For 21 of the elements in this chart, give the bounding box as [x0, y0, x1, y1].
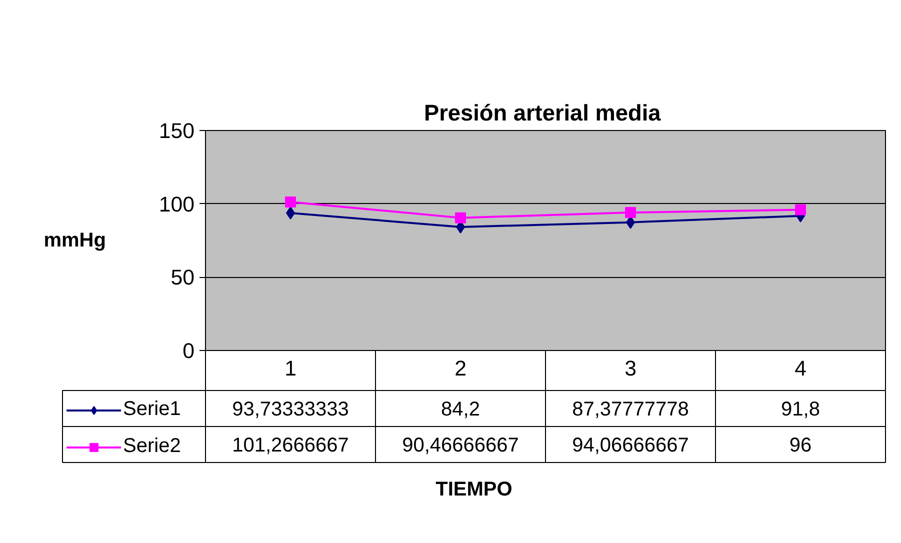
data-label: 101,2666667: [232, 434, 349, 456]
y-tick-label: 100: [158, 192, 195, 216]
y-tick-label: 0: [182, 339, 195, 363]
data-label: 84,2: [441, 398, 480, 420]
chart-title: Presión arterial media: [424, 100, 662, 126]
data-label: 87,37777778: [572, 398, 689, 420]
data-label: 96: [789, 434, 812, 456]
legend-label: Serie1: [123, 398, 181, 421]
x-tick-label: 3: [624, 356, 636, 380]
y-tick-label: 150: [158, 119, 195, 143]
x-tick-label: 1: [284, 356, 296, 380]
x-tick-label: 2: [454, 356, 466, 380]
y-axis-title: mmHg: [44, 230, 106, 252]
data-label: 91,8: [781, 398, 820, 420]
x-axis-title: TIEMPO: [436, 478, 512, 500]
y-tick-label: 50: [170, 266, 195, 290]
data-label: 90,46666667: [402, 434, 519, 456]
legend-label: Serie2: [123, 435, 181, 458]
data-label: 94,06666667: [572, 434, 689, 456]
data-label: 93,73333333: [232, 398, 349, 420]
x-tick-label: 4: [794, 356, 807, 380]
